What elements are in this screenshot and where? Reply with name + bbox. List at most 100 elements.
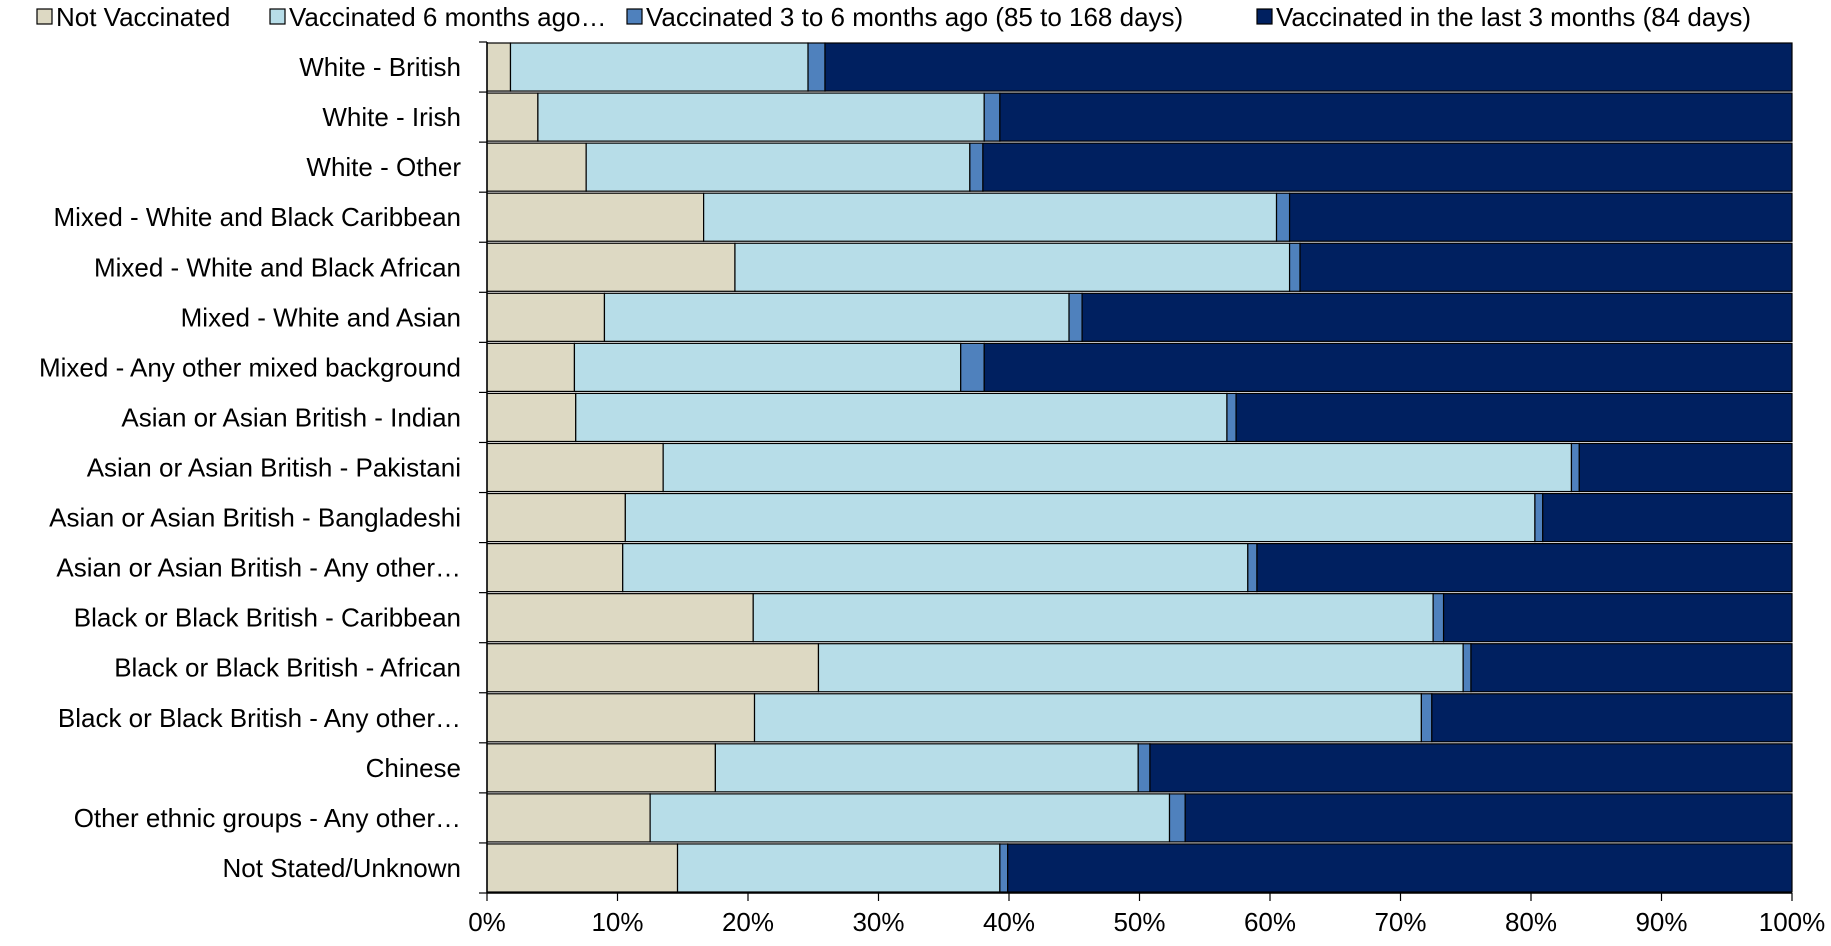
bar-segment-14-series-4 [1431, 693, 1793, 743]
legend-label-3: Vaccinated 3 to 6 months ago (85 to 168 … [646, 2, 1183, 32]
bar-segment-13-series-1 [486, 643, 820, 693]
bar-segment-8-series-4 [1235, 392, 1793, 443]
bar-segment-9-series-1 [486, 442, 664, 493]
x-tick-label-6: 60% [1244, 907, 1296, 937]
category-label-3: White - Other [306, 152, 461, 182]
bar-segment-13-series-2 [817, 643, 1464, 693]
bar-segment-13-series-3 [1462, 643, 1472, 693]
bar-segment-12-series-1 [486, 593, 754, 643]
category-label-9: Asian or Asian British - Pakistani [87, 453, 461, 483]
x-tick-label-8: 80% [1505, 907, 1557, 937]
bar-segment-10-series-2 [624, 492, 1536, 543]
legend-label-4: Vaccinated in the last 3 months (84 days… [1276, 2, 1751, 32]
plot-area [486, 42, 1793, 893]
bar-segment-16-series-1 [486, 793, 651, 843]
bar-segment-8-series-1 [486, 392, 577, 443]
bar-segment-5-series-1 [486, 242, 736, 292]
category-label-10: Asian or Asian British - Bangladeshi [49, 503, 461, 533]
bar-segment-17-series-2 [676, 843, 1001, 893]
category-label-6: Mixed - White and Asian [181, 302, 461, 332]
bar-segment-9-series-2 [662, 442, 1573, 493]
bar-segment-1-series-3 [807, 42, 826, 92]
category-label-14: Black or Black British - Any other… [58, 703, 461, 733]
bar-segment-4-series-2 [703, 192, 1278, 242]
bar-segment-13-series-4 [1470, 643, 1793, 693]
bar-segment-6-series-1 [486, 292, 606, 342]
bar-segment-15-series-4 [1149, 743, 1793, 793]
category-label-16: Other ethnic groups - Any other… [74, 803, 461, 833]
x-tick-label-7: 70% [1374, 907, 1426, 937]
bar-segment-6-series-3 [1068, 292, 1083, 342]
legend: Not Vaccinated Vaccinated 6 months ago… Va… [36, 2, 1751, 32]
x-tick-label-9: 90% [1635, 907, 1687, 937]
x-tick-label-0: 0% [468, 907, 506, 937]
category-label-5: Mixed - White and Black African [94, 252, 461, 282]
bar-segment-15-series-1 [486, 743, 716, 793]
legend-label-1: Not Vaccinated [56, 2, 230, 32]
bar-segment-8-series-2 [575, 392, 1228, 443]
bar-segment-14-series-2 [753, 693, 1422, 743]
legend-swatch-3 [626, 8, 643, 25]
bar-segment-7-series-3 [960, 342, 985, 393]
x-tick-label-3: 30% [852, 907, 904, 937]
bar-segment-17-series-1 [486, 843, 679, 893]
x-tick-label-4: 40% [983, 907, 1035, 937]
category-label-11: Asian or Asian British - Any other… [56, 553, 461, 583]
category-label-7: Mixed - Any other mixed background [39, 352, 461, 382]
bar-segment-3-series-1 [486, 142, 587, 192]
bar-segment-2-series-2 [537, 92, 985, 142]
category-label-1: White - British [299, 52, 461, 82]
bar-segment-8-series-3 [1226, 392, 1237, 443]
bar-segment-2-series-3 [983, 92, 1001, 142]
bar-segment-4-series-3 [1275, 192, 1291, 242]
bar-segment-2-series-4 [999, 92, 1793, 142]
bar-segment-16-series-4 [1184, 793, 1793, 843]
category-label-12: Black or Black British - Caribbean [74, 603, 461, 633]
bar-segment-9-series-4 [1578, 442, 1793, 493]
category-labels: White - British White - Irish White - Othe… [39, 52, 461, 883]
bar-segment-15-series-2 [714, 743, 1139, 793]
legend-swatch-2 [269, 8, 286, 25]
category-label-13: Black or Black British - African [114, 653, 461, 683]
bar-segment-12-series-3 [1432, 593, 1445, 643]
bar-segment-3-series-4 [982, 142, 1793, 192]
bar-segment-2-series-1 [486, 92, 539, 142]
legend-swatch-1 [36, 8, 53, 25]
category-label-17: Not Stated/Unknown [223, 853, 461, 883]
bar-segment-7-series-2 [573, 342, 962, 393]
bar-segment-5-series-3 [1288, 242, 1301, 292]
bar-segment-16-series-2 [649, 793, 1171, 843]
bar-segment-6-series-4 [1081, 292, 1793, 342]
bar-segment-4-series-4 [1288, 192, 1793, 242]
x-axis: 0% 10% 20% 30% 40% 50% 60% 70% 80% 90% 100% [468, 41, 1826, 937]
bar-segment-14-series-1 [486, 693, 756, 743]
bar-segment-7-series-1 [486, 342, 576, 393]
bar-segment-11-series-2 [622, 542, 1249, 593]
bar-segment-1-series-4 [824, 42, 1793, 92]
category-label-8: Asian or Asian British - Indian [121, 402, 461, 432]
bar-segment-5-series-4 [1299, 242, 1793, 292]
bar-segment-10-series-1 [486, 492, 626, 543]
bar-segment-4-series-1 [486, 192, 705, 242]
bar-segment-10-series-4 [1542, 492, 1793, 543]
bar-segment-15-series-3 [1137, 743, 1151, 793]
bar-segment-16-series-3 [1168, 793, 1186, 843]
category-label-2: White - Irish [322, 102, 461, 132]
bar-segment-14-series-3 [1420, 693, 1433, 743]
bar-segment-11-series-1 [486, 542, 624, 593]
x-tick-label-5: 50% [1113, 907, 1165, 937]
bar-segment-7-series-4 [983, 342, 1793, 393]
x-tick-label-1: 10% [591, 907, 643, 937]
x-tick-label-10: 100% [1759, 907, 1826, 937]
bar-segment-5-series-2 [734, 242, 1291, 292]
category-label-4: Mixed - White and Black Caribbean [53, 202, 461, 232]
bar-segment-11-series-4 [1256, 542, 1793, 593]
legend-swatch-4 [1256, 8, 1273, 25]
bar-segment-11-series-3 [1247, 542, 1258, 593]
bar-segment-17-series-4 [1007, 843, 1793, 893]
bar-segment-3-series-3 [969, 142, 984, 192]
bar-segment-1-series-1 [486, 42, 512, 92]
x-tick-label-2: 20% [722, 907, 774, 937]
